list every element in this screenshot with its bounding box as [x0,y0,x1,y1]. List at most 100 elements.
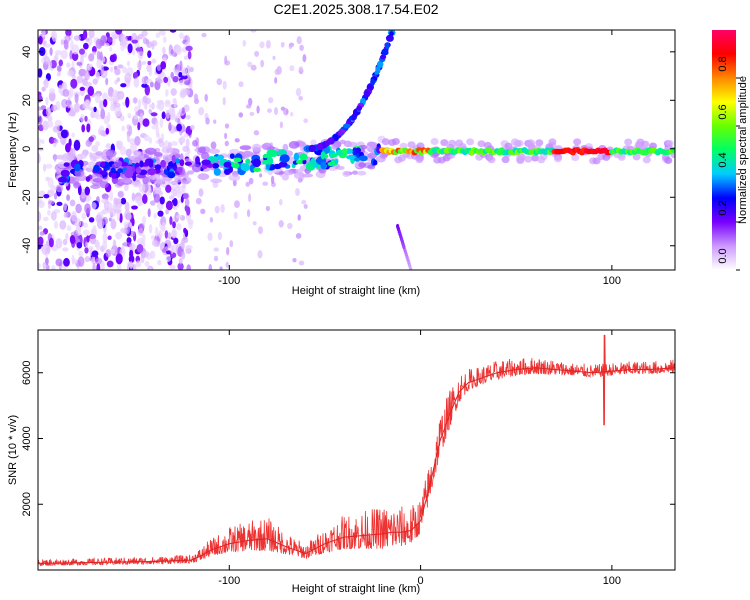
noise-speck [103,98,108,108]
noise-speck [149,200,156,206]
noise-speck [280,41,285,48]
noise-speck [149,81,154,88]
noise-speck [50,211,57,221]
noise-speck [41,139,45,145]
noise-speck [289,112,294,117]
trace-halo [186,170,195,175]
noise-speck [205,117,210,125]
trace-blob [111,172,117,179]
trace-blob [262,159,270,165]
noise-speck [73,103,78,110]
trace-halo [602,153,611,161]
noise-speck [51,30,58,42]
trace-blob [216,154,225,160]
noise-speck [53,153,57,162]
noise-speck [38,211,42,222]
branch-blob [370,78,376,86]
noise-speck [46,120,54,128]
snr-trend-line [38,367,675,564]
noise-speck [38,111,41,118]
noise-speck [164,140,169,147]
snr-series-line [38,334,675,567]
trace-blob [320,151,326,160]
noise-speck [143,134,150,142]
noise-speck [88,106,94,111]
trace-blob [372,159,378,166]
noise-speck [187,50,192,60]
noise-speck [178,71,183,78]
noise-speck [170,187,174,198]
noise-speck [176,223,182,231]
trace-halo [262,142,272,151]
noise-speck [85,99,91,109]
noise-speck [274,77,278,84]
trace-halo [132,181,142,188]
spectrogram-x-axis-title: Height of straight line (km) [292,285,420,297]
trace-blob [299,153,308,161]
noise-speck [144,260,150,267]
noise-speck [285,109,289,115]
noise-speck [155,32,160,39]
noise-speck [92,224,97,236]
noise-speck [248,97,253,106]
noise-speck [60,39,65,46]
trace-blob [252,158,261,168]
noise-speck [71,254,75,265]
noise-speck [146,41,153,48]
noise-speck [129,260,133,270]
noise-speck [91,144,99,153]
noise-speck [53,220,59,229]
noise-speck [145,97,152,105]
noise-speck [56,201,63,207]
branch-blob [379,54,387,60]
noise-speck [170,88,177,96]
noise-speck [62,238,68,246]
noise-speck [114,102,121,108]
trace-halo [161,146,173,154]
noise-speck [119,115,125,122]
noise-speck [147,50,152,59]
trace-blob [135,166,142,174]
noise-speck [96,263,101,270]
noise-speck [103,42,110,47]
noise-speck [142,193,148,205]
noise-speck [138,98,142,109]
trace-blob [97,174,103,182]
noise-speck [76,61,83,66]
noise-speck [148,67,153,77]
trace-halo [535,139,544,147]
noise-speck [95,242,101,251]
y-tick-label: 0 [21,146,33,152]
noise-speck [38,225,43,231]
noise-speck [120,197,127,205]
noise-speck [155,132,161,139]
noise-speck [213,119,217,124]
noise-speck [172,198,178,207]
noise-speck [80,113,85,123]
trace-halo [156,178,163,186]
noise-speck [95,214,102,223]
noise-speck [82,222,88,228]
noise-speck [183,104,190,113]
trace-blob [355,147,361,154]
noise-speck [288,43,293,50]
noise-speck [137,48,144,60]
noise-speck [159,196,165,205]
snr-panel: -100 0 100 2000 4000 6000 Height of straight… [7,329,676,595]
noise-speck [117,141,124,149]
noise-speck [148,223,153,234]
noise-speck [168,122,172,132]
noise-speck [176,123,183,132]
noise-speck [157,210,164,217]
noise-speck [184,244,191,255]
trace-halo [356,170,367,176]
noise-speck [133,115,138,120]
noise-speck [125,148,132,157]
noise-speck [81,124,86,133]
noise-speck [53,138,59,144]
noise-speck [169,264,176,270]
trace-halo [548,138,557,146]
noise-speck [188,84,193,90]
noise-speck [83,42,89,50]
branch-blob [342,123,351,129]
